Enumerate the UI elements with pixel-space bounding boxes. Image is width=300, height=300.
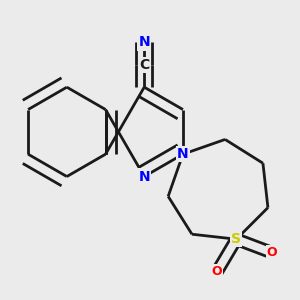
Text: C: C	[139, 58, 149, 72]
Text: O: O	[266, 246, 277, 259]
Text: S: S	[231, 232, 241, 246]
Text: O: O	[212, 266, 222, 278]
Text: N: N	[138, 35, 150, 50]
Text: N: N	[177, 147, 189, 161]
Text: N: N	[138, 169, 150, 184]
